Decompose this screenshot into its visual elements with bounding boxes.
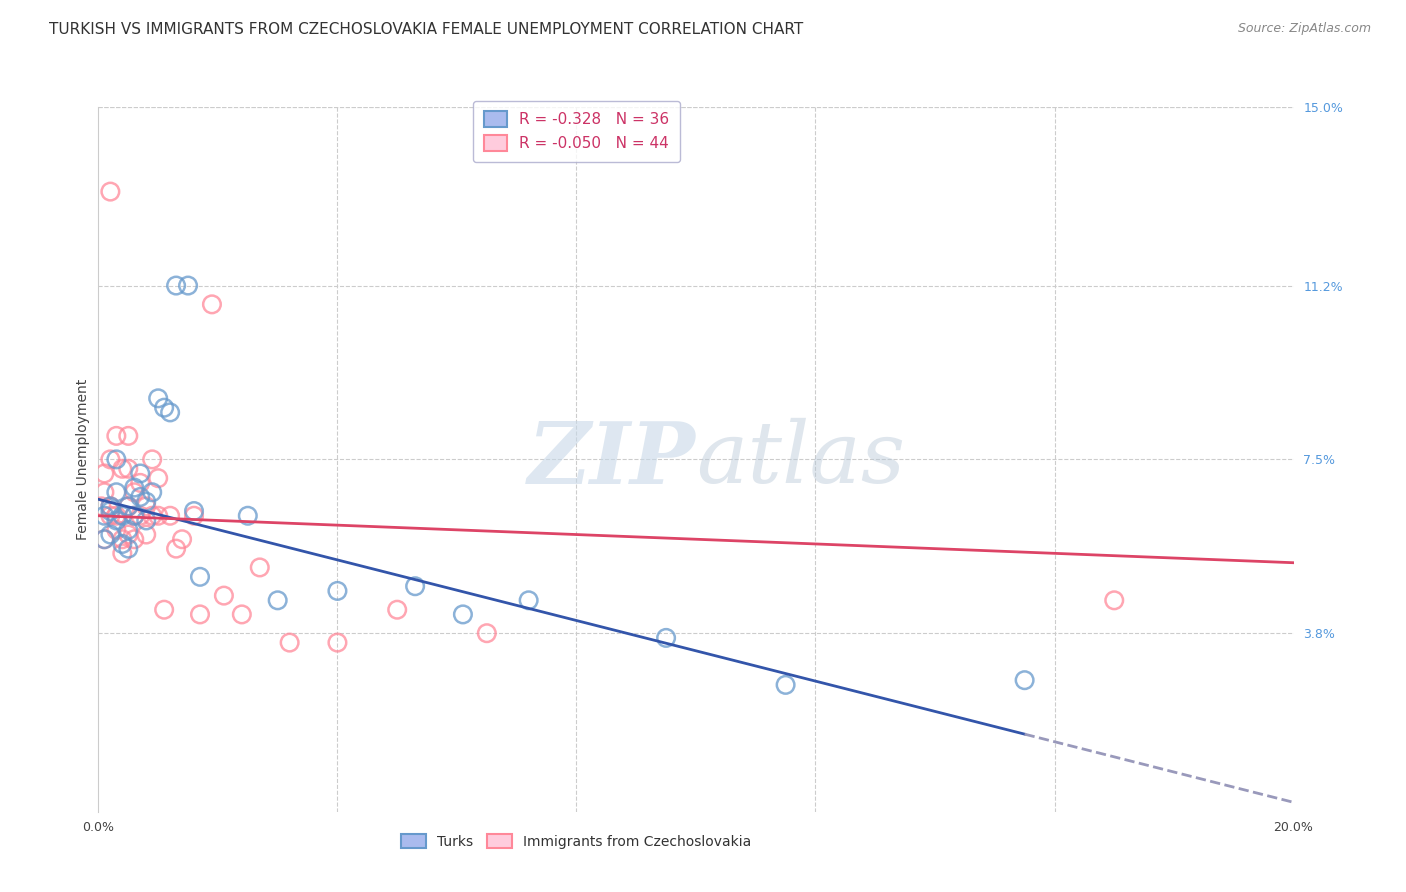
Point <box>93 533 115 547</box>
Point <box>90 500 112 514</box>
Point <box>451 607 474 622</box>
Point <box>404 579 426 593</box>
Point <box>105 429 128 443</box>
Point <box>105 485 128 500</box>
Point <box>177 278 200 293</box>
Text: Source: ZipAtlas.com: Source: ZipAtlas.com <box>1237 22 1371 36</box>
Point <box>278 635 301 649</box>
Point <box>93 533 115 547</box>
Point <box>117 429 139 443</box>
Point <box>141 452 163 467</box>
Point <box>159 405 181 419</box>
Point <box>124 481 146 495</box>
Point <box>159 508 181 523</box>
Point <box>98 508 122 523</box>
Point <box>98 500 122 514</box>
Point <box>148 508 170 523</box>
Point <box>148 392 170 406</box>
Point <box>111 546 134 560</box>
Point <box>93 467 115 481</box>
Point <box>93 485 115 500</box>
Point <box>98 500 122 514</box>
Point <box>111 462 134 476</box>
Point <box>105 508 128 523</box>
Point <box>153 401 176 415</box>
Point <box>1104 593 1126 607</box>
Point <box>135 500 157 514</box>
Point <box>93 508 115 523</box>
Point <box>267 593 290 607</box>
Point <box>201 297 224 311</box>
Point <box>655 631 678 645</box>
Point <box>105 523 128 537</box>
Point <box>188 607 211 622</box>
Point <box>183 508 205 523</box>
Point <box>124 508 146 523</box>
Point <box>165 278 187 293</box>
Point <box>98 527 122 541</box>
Point <box>141 485 163 500</box>
Point <box>172 533 194 547</box>
Point <box>117 527 139 541</box>
Point <box>117 500 139 514</box>
Point <box>124 508 146 523</box>
Point <box>98 504 122 518</box>
Point <box>475 626 498 640</box>
Point <box>117 462 139 476</box>
Point <box>135 513 157 527</box>
Point <box>129 475 152 490</box>
Point <box>98 452 122 467</box>
Point <box>124 485 146 500</box>
Point <box>111 537 134 551</box>
Point <box>326 583 349 598</box>
Text: TURKISH VS IMMIGRANTS FROM CZECHOSLOVAKIA FEMALE UNEMPLOYMENT CORRELATION CHART: TURKISH VS IMMIGRANTS FROM CZECHOSLOVAKI… <box>49 22 803 37</box>
Point <box>231 607 253 622</box>
Text: ZIP: ZIP <box>529 417 696 501</box>
Point <box>135 527 157 541</box>
Point <box>188 570 211 584</box>
Point <box>153 603 176 617</box>
Point <box>148 471 170 485</box>
Point <box>183 504 205 518</box>
Point <box>385 603 409 617</box>
Point <box>117 541 139 556</box>
Point <box>165 541 187 556</box>
Legend: Turks, Immigrants from Czechoslovakia: Turks, Immigrants from Czechoslovakia <box>395 828 758 855</box>
Point <box>326 635 349 649</box>
Point <box>124 533 146 547</box>
Point <box>135 494 157 508</box>
Point <box>775 678 797 692</box>
Point <box>105 452 128 467</box>
Point <box>129 508 152 523</box>
Y-axis label: Female Unemployment: Female Unemployment <box>76 379 90 540</box>
Point <box>249 560 271 574</box>
Point <box>129 467 152 481</box>
Point <box>517 593 540 607</box>
Point <box>105 513 128 527</box>
Point <box>117 523 139 537</box>
Point <box>1014 673 1036 688</box>
Text: atlas: atlas <box>696 418 905 500</box>
Point <box>98 185 122 199</box>
Point <box>129 490 152 504</box>
Point <box>141 508 163 523</box>
Point <box>111 508 134 523</box>
Point <box>236 508 259 523</box>
Point <box>117 500 139 514</box>
Point <box>212 589 235 603</box>
Point <box>111 533 134 547</box>
